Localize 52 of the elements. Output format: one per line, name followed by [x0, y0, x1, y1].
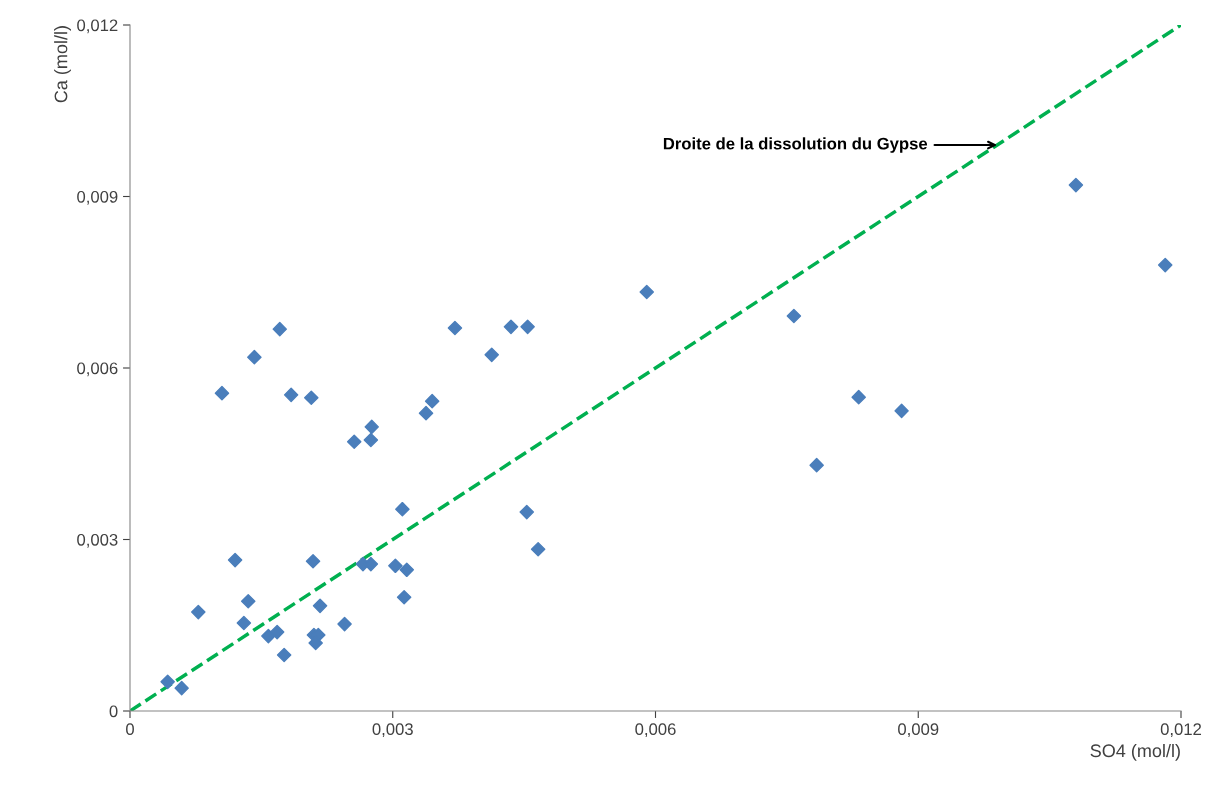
x-tick-label: 0,003 — [372, 723, 413, 738]
point — [312, 598, 328, 614]
y-tick-label: 0,006 — [77, 362, 118, 377]
point — [174, 680, 189, 696]
point — [337, 616, 352, 632]
point — [227, 552, 243, 568]
point — [395, 501, 410, 517]
point — [272, 321, 288, 337]
point — [261, 628, 276, 644]
point — [214, 385, 230, 401]
point — [418, 405, 434, 421]
point — [236, 615, 252, 631]
point — [191, 604, 206, 620]
point — [276, 647, 292, 663]
point — [240, 593, 256, 609]
x-tick-label: 0,009 — [898, 723, 939, 738]
y-tick-label: 0,012 — [77, 19, 118, 34]
y-tick-label: 0,003 — [77, 533, 118, 548]
point — [1157, 257, 1173, 273]
point — [305, 553, 321, 569]
point — [388, 558, 403, 574]
y-tick-label: 0,009 — [77, 190, 118, 205]
point — [520, 319, 535, 335]
point — [160, 674, 175, 690]
point — [639, 284, 655, 300]
point — [519, 504, 535, 520]
point — [247, 349, 262, 365]
point — [894, 403, 909, 419]
point — [346, 434, 362, 450]
point — [304, 390, 319, 406]
point — [484, 347, 500, 363]
point — [503, 319, 519, 335]
x-axis-title: SO4 (mol/l) — [1090, 743, 1180, 761]
point — [424, 393, 440, 409]
x-tick-label: 0,006 — [635, 723, 676, 738]
point — [447, 320, 463, 336]
x-tick-label: 0 — [126, 723, 134, 736]
y-tick-label: 0 — [109, 705, 118, 718]
point — [269, 624, 285, 640]
annotation: Droite de la dissolution du Gypse — [663, 137, 928, 153]
point — [530, 541, 546, 557]
point — [364, 419, 380, 435]
point — [809, 457, 824, 473]
point — [363, 432, 379, 448]
point — [399, 562, 415, 578]
point — [396, 589, 412, 605]
point — [851, 389, 866, 405]
x-tick-label: 0,012 — [1160, 723, 1202, 738]
point — [283, 387, 299, 403]
point — [786, 308, 802, 324]
point — [1068, 177, 1084, 193]
y-axis-title: Ca (mol/l) — [54, 26, 71, 103]
